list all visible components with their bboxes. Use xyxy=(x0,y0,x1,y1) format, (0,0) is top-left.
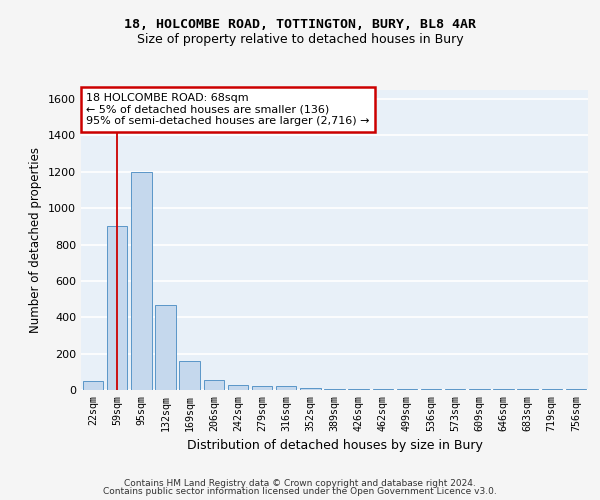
Y-axis label: Number of detached properties: Number of detached properties xyxy=(29,147,43,333)
Bar xyxy=(252,386,272,390)
Text: Contains public sector information licensed under the Open Government Licence v3: Contains public sector information licen… xyxy=(103,487,497,496)
Text: Contains HM Land Registry data © Crown copyright and database right 2024.: Contains HM Land Registry data © Crown c… xyxy=(124,478,476,488)
Bar xyxy=(324,389,345,390)
Bar xyxy=(227,384,248,390)
Bar xyxy=(179,361,200,390)
Text: 18 HOLCOMBE ROAD: 68sqm
← 5% of detached houses are smaller (136)
95% of semi-de: 18 HOLCOMBE ROAD: 68sqm ← 5% of detached… xyxy=(86,93,370,126)
Bar xyxy=(276,386,296,390)
X-axis label: Distribution of detached houses by size in Bury: Distribution of detached houses by size … xyxy=(187,439,482,452)
Bar xyxy=(203,380,224,390)
Bar xyxy=(300,388,320,390)
Bar xyxy=(155,304,176,390)
Text: Size of property relative to detached houses in Bury: Size of property relative to detached ho… xyxy=(137,32,463,46)
Bar xyxy=(107,226,127,390)
Text: 18, HOLCOMBE ROAD, TOTTINGTON, BURY, BL8 4AR: 18, HOLCOMBE ROAD, TOTTINGTON, BURY, BL8… xyxy=(124,18,476,30)
Bar xyxy=(83,381,103,390)
Bar xyxy=(131,172,152,390)
